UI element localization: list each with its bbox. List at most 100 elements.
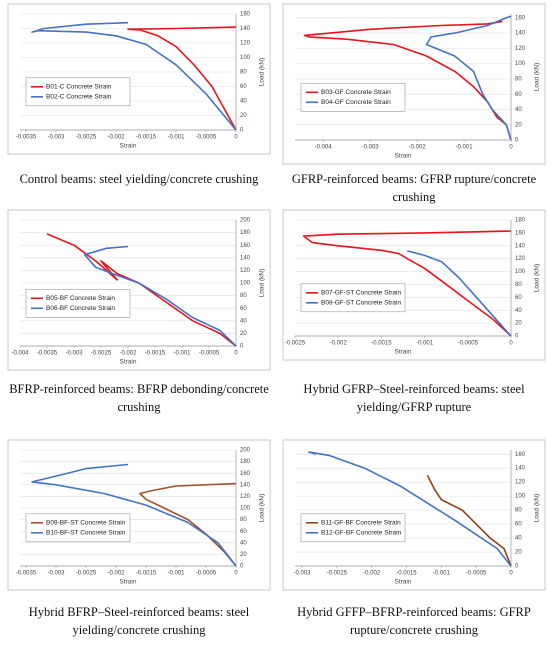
y-tick-label: 80	[240, 293, 247, 299]
data-line	[84, 245, 237, 347]
x-tick-label: -0.004	[315, 145, 333, 151]
y-tick-label: 0	[515, 138, 519, 144]
y-tick-label: 20	[515, 550, 522, 556]
legend-label: B01-C Concrete Strain	[46, 84, 112, 91]
x-tick-label: -0.0005	[196, 571, 217, 577]
y-tick-label: 160	[515, 15, 526, 21]
data-line	[407, 250, 512, 337]
y-tick-label: 160	[240, 471, 251, 477]
chart: 0 20 40 60 80 100 120 140 160 -0.003 -0.0025 -0.002…	[282, 439, 546, 591]
legend-label: B08-GF-ST Concrete Strain	[321, 300, 401, 307]
x-tick-label: -0.001	[416, 341, 434, 347]
x-tick-label: -0.004	[11, 351, 29, 357]
y-tick-label: 80	[240, 517, 247, 523]
y-tick-label: 60	[240, 306, 247, 312]
y-tick-label: 120	[515, 256, 526, 262]
y-tick-label: 20	[240, 552, 247, 558]
legend-box	[300, 83, 406, 112]
x-tick-label: 0	[234, 571, 238, 577]
y-tick-label: 40	[515, 536, 522, 542]
legend-label: B12-GF-BF Concrete Strain	[321, 530, 402, 537]
data-line	[127, 26, 237, 131]
x-tick-label: -0.002	[107, 571, 125, 577]
y-tick-label: 40	[515, 308, 522, 314]
legend-label: B02-C Concrete Strain	[46, 94, 112, 101]
x-tick-label: -0.0025	[76, 571, 97, 577]
y-axis-label: Load (kN)	[259, 494, 266, 523]
x-tick-label: -0.0035	[16, 135, 37, 141]
y-axis-label: Load (kN)	[534, 494, 541, 523]
legend-label: B06-BF Concrete Strain	[46, 305, 115, 312]
x-tick-label: -0.003	[293, 571, 311, 577]
legend-box	[25, 288, 131, 318]
chart: 0 20 40 60 80 100 120 140 160 180 200 -0.0035 -0.003…	[7, 439, 271, 591]
y-tick-label: 180	[240, 459, 251, 465]
y-tick-label: 160	[240, 12, 251, 18]
y-tick-label: 80	[515, 76, 522, 82]
y-tick-label: 200	[240, 218, 251, 224]
x-axis-label: Strain	[120, 143, 137, 150]
x-tick-label: -0.001	[173, 351, 191, 357]
y-tick-label: 180	[515, 218, 526, 224]
y-axis-label: Load (kN)	[534, 63, 541, 92]
y-axis-label: Load (kN)	[259, 269, 266, 298]
x-tick-label: -0.003	[47, 135, 65, 141]
x-tick-label: -0.003	[65, 351, 83, 357]
x-tick-label: -0.002	[409, 145, 427, 151]
x-tick-label: -0.003	[47, 571, 65, 577]
y-tick-label: 200	[240, 448, 251, 454]
x-tick-label: 0	[509, 145, 513, 151]
legend-label: B03-GF Concrete Strain	[321, 89, 391, 96]
chart: 0 20 40 60 80 100 120 140 160 -0.004 -0.003 -0.002 -…	[282, 3, 546, 165]
y-tick-label: 20	[240, 113, 247, 119]
y-tick-label: 120	[240, 41, 251, 47]
data-line	[426, 474, 512, 567]
x-tick-label: 0	[509, 571, 513, 577]
x-tick-label: -0.0025	[285, 341, 306, 347]
x-tick-label: -0.0015	[136, 135, 157, 141]
x-tick-label: -0.0005	[196, 135, 217, 141]
legend-box	[25, 513, 131, 543]
data-line	[31, 21, 237, 131]
y-tick-label: 140	[240, 26, 251, 32]
y-tick-label: 0	[240, 128, 244, 134]
x-tick-label: -0.002	[363, 571, 381, 577]
legend-label: B09-BF-ST Concrete Strain	[46, 520, 126, 527]
y-tick-label: 100	[515, 61, 526, 67]
x-tick-label: -0.001	[167, 135, 185, 141]
x-tick-label: -0.0015	[396, 571, 417, 577]
y-tick-label: 140	[240, 255, 251, 261]
y-tick-label: 80	[515, 508, 522, 514]
y-tick-label: 180	[240, 230, 251, 236]
y-tick-label: 100	[240, 281, 251, 287]
x-tick-label: 0	[234, 351, 238, 357]
y-axis-label: Load (kN)	[259, 58, 266, 87]
legend-box	[25, 77, 131, 107]
y-tick-label: 120	[240, 494, 251, 500]
y-tick-label: 80	[515, 282, 522, 288]
x-tick-label: -0.0015	[145, 351, 166, 357]
x-tick-label: 0	[234, 135, 238, 141]
caption: Hybrid GFRP–Steel-reinforced beams: stee…	[303, 382, 525, 414]
x-tick-label: 0	[509, 341, 513, 347]
x-tick-label: -0.001	[433, 571, 451, 577]
x-tick-label: -0.002	[107, 135, 125, 141]
y-tick-label: 100	[515, 494, 526, 500]
x-tick-label: -0.0025	[91, 351, 112, 357]
y-tick-label: 100	[240, 55, 251, 61]
x-tick-label: -0.0035	[37, 351, 58, 357]
x-tick-label: -0.002	[119, 351, 137, 357]
x-tick-label: -0.0015	[371, 341, 392, 347]
y-tick-label: 40	[240, 318, 247, 324]
y-tick-label: 60	[515, 92, 522, 98]
caption: Hybrid GFFP–BFRP-reinforced beams: GFRP …	[297, 605, 531, 637]
y-tick-label: 160	[240, 243, 251, 249]
y-tick-label: 140	[515, 243, 526, 249]
caption: BFRP-reinforced beams: BFRP debonding/co…	[9, 382, 269, 414]
y-tick-label: 40	[240, 540, 247, 546]
y-tick-label: 0	[240, 564, 244, 570]
caption: Control beams: steel yielding/concrete c…	[19, 172, 259, 186]
chart: 0 20 40 60 80 100 120 140 160 180 200 -0.004 -0.0035…	[7, 209, 271, 371]
y-tick-label: 80	[240, 70, 247, 76]
